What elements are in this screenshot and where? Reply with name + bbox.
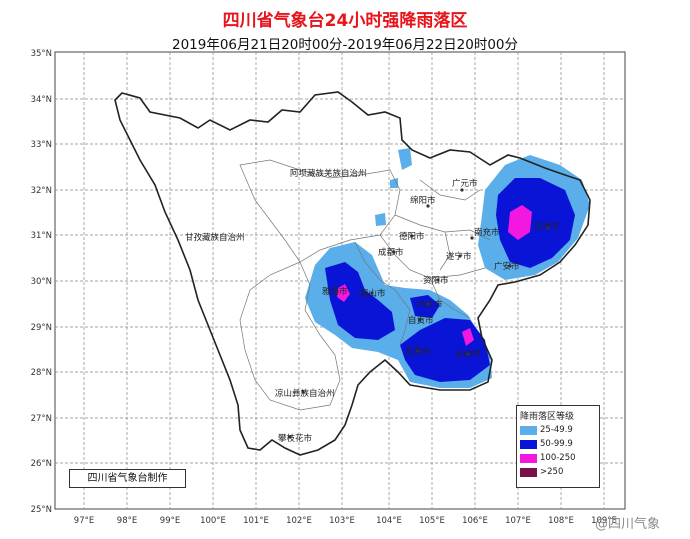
lon-label: 98°E: [117, 516, 137, 526]
legend-label: 50-99.9: [540, 439, 573, 449]
lon-label: 99°E: [160, 516, 180, 526]
place-label: 攀枝花市: [278, 433, 313, 444]
lon-label: 102°E: [286, 516, 312, 526]
place-label: 凉山彝族自治州: [275, 388, 335, 399]
city-dots: [288, 188, 550, 439]
lat-label: 30°N: [31, 277, 52, 287]
place-label: 内江市: [417, 299, 443, 310]
map-frame: [54, 51, 626, 510]
place-label: 绵阳市: [410, 195, 436, 206]
lon-label: 100°E: [200, 516, 226, 526]
legend-item: 100-250: [520, 452, 576, 464]
place-label: 达州市: [534, 221, 560, 232]
legend-swatch: [520, 425, 537, 435]
place-label: 雅安市: [322, 286, 348, 297]
lon-label: 106°E: [462, 516, 488, 526]
lat-label: 27°N: [31, 414, 52, 424]
lat-label: 28°N: [31, 368, 52, 378]
legend-label: 25-49.9: [540, 425, 573, 435]
lon-label: 105°E: [419, 516, 445, 526]
legend: 降雨落区等级 25-49.9 50-99.9 100-250 >250: [516, 405, 600, 488]
place-label: 成都市: [378, 247, 404, 258]
lon-label: 101°E: [243, 516, 269, 526]
lon-label: 108°E: [548, 516, 574, 526]
lat-label: 33°N: [31, 140, 52, 150]
credit-box: 四川省气象台制作: [69, 469, 186, 488]
legend-swatch: [520, 467, 537, 477]
place-label: 阿坝藏族羌族自治州: [290, 168, 367, 179]
place-label: 甘孜藏族自治州: [185, 232, 245, 243]
lat-label: 31°N: [31, 231, 52, 241]
lon-labels: 97°E 98°E 99°E 100°E 101°E 102°E 103°E 1…: [74, 516, 617, 526]
lat-label: 25°N: [31, 505, 52, 515]
legend-item: >250: [520, 466, 563, 478]
lat-label: 35°N: [31, 49, 52, 59]
legend-label: 100-250: [540, 453, 576, 463]
lon-label: 103°E: [329, 516, 355, 526]
lat-label: 26°N: [31, 459, 52, 469]
legend-swatch: [520, 439, 537, 449]
lon-label: 109°E: [591, 516, 617, 526]
lon-label: 97°E: [74, 516, 94, 526]
legend-swatch: [520, 453, 537, 463]
lat-labels: 35°N 34°N 33°N 32°N 31°N 30°N 29°N 28°N …: [31, 49, 52, 515]
lat-label: 29°N: [31, 323, 52, 333]
lon-label: 107°E: [505, 516, 531, 526]
lat-label: 32°N: [31, 186, 52, 196]
map-title: 四川省气象台24小时强降雨落区: [222, 11, 468, 31]
legend-item: 25-49.9: [520, 424, 573, 436]
lat-label: 34°N: [31, 95, 52, 105]
place-label: 广安市: [494, 261, 520, 272]
legend-label: >250: [540, 467, 564, 477]
place-label: 南充市: [474, 227, 500, 238]
place-label: 资阳市: [423, 275, 449, 286]
watermark: @四川气象: [595, 517, 661, 532]
map-subtitle: 2019年06月21日20时00分-2019年06月22日20时00分: [171, 37, 518, 53]
legend-item: 50-99.9: [520, 438, 573, 450]
legend-title: 降雨落区等级: [520, 412, 575, 422]
place-label: 广元市: [452, 178, 478, 189]
rain-zone-100-250: [337, 205, 532, 346]
lon-label: 104°E: [376, 516, 402, 526]
province-outline: [114, 91, 591, 456]
